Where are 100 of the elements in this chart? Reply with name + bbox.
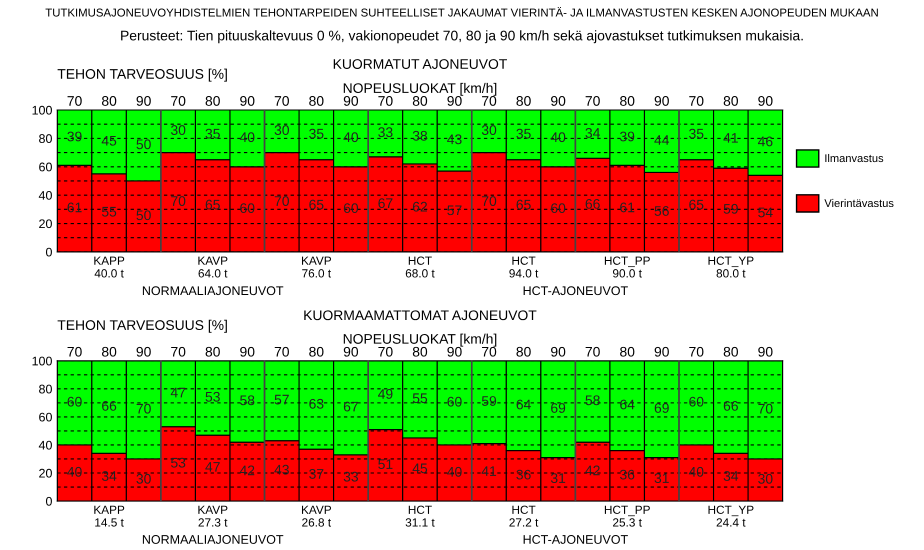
x-tick-label: 90 xyxy=(136,346,151,357)
data-label: 53 xyxy=(171,458,186,468)
x-axis-title: NOPEUSLUOKAT [km/h] xyxy=(344,334,496,347)
x-tick-label: 80 xyxy=(412,346,428,357)
data-label: 33 xyxy=(378,127,393,138)
x-tick-label: 80 xyxy=(516,346,531,357)
data-label: 30 xyxy=(274,125,289,136)
x-tick-label: 70 xyxy=(68,96,82,106)
data-label: 47 xyxy=(205,462,220,472)
data-label: 61 xyxy=(68,202,82,212)
text: KAVP 27.3 t xyxy=(198,506,228,527)
x-tick-label: 80 xyxy=(412,96,428,106)
text: KAVP 64.0 t xyxy=(198,256,228,278)
data-label: 70 xyxy=(758,404,773,414)
x-tick-label: 70 xyxy=(689,346,704,357)
y-tick-label: 20 xyxy=(39,468,52,478)
data-label: 45 xyxy=(102,136,116,146)
data-label: 38 xyxy=(412,130,428,141)
data-label: 41 xyxy=(723,133,738,143)
data-label: 42 xyxy=(240,465,254,476)
x-tick-label: 90 xyxy=(344,346,358,357)
x-tick-label: 70 xyxy=(482,96,496,106)
x-tick-label: 70 xyxy=(586,346,600,357)
data-label: 43 xyxy=(274,464,289,475)
x-tick-label: 90 xyxy=(447,346,462,357)
data-label: 66 xyxy=(724,400,738,411)
data-label: 60 xyxy=(551,203,566,214)
data-label: 54 xyxy=(758,208,773,218)
x-tick-label: 90 xyxy=(758,96,773,106)
x-tick-label: 90 xyxy=(240,346,254,357)
x-tick-label: 70 xyxy=(378,96,393,106)
data-label: 41 xyxy=(482,466,496,476)
chart-title: TUTKIMUSAJONEUVOYHDISTELMIEN TEHONTARPEIDEN SUHTEELLISET JAKAUMAT VIERINTÄ- JA ILMANVASTUSTEN KESKEN AJONOPEUDEN MUKAAN xyxy=(46,6,878,17)
x-tick-label: 80 xyxy=(724,96,738,106)
text: NORMAALIAJONEUVOT xyxy=(142,286,284,296)
data-label: 35 xyxy=(516,128,531,139)
data-label: 70 xyxy=(274,196,289,206)
x-tick-label: 80 xyxy=(102,346,116,357)
y-axis-title: TEHON TARVEOSUUS [%] xyxy=(58,68,227,82)
data-label: 50 xyxy=(136,210,151,220)
data-label: 30 xyxy=(136,474,151,484)
x-tick-label: 80 xyxy=(206,96,220,106)
text: HCT_PP 25.3 t xyxy=(604,506,650,527)
data-label: 40 xyxy=(240,132,254,142)
data-label: 51 xyxy=(378,459,392,470)
text: HCT_YP 24.4 t xyxy=(708,506,754,527)
x-tick-label: 70 xyxy=(586,96,600,106)
data-label: 70 xyxy=(136,404,151,414)
x-tick-label: 80 xyxy=(309,346,324,357)
data-label: 44 xyxy=(654,135,670,145)
data-label: 40 xyxy=(67,466,82,477)
y-tick-label: 80 xyxy=(39,134,52,144)
data-label: 42 xyxy=(585,465,600,476)
y-tick-label: 60 xyxy=(39,412,52,422)
text: HCT 68.0 t xyxy=(406,256,435,278)
y-tick-label: 60 xyxy=(39,162,52,172)
x-tick-label: 90 xyxy=(551,96,566,106)
data-label: 60 xyxy=(240,203,254,214)
y-tick-label: 80 xyxy=(39,384,52,394)
data-label: 60 xyxy=(447,396,462,407)
x-tick-label: 90 xyxy=(758,346,773,357)
data-label: 56 xyxy=(654,206,669,216)
data-label: 40 xyxy=(550,132,566,142)
y-tick-label: 100 xyxy=(32,356,52,366)
data-label: 47 xyxy=(170,388,186,398)
data-label: 35 xyxy=(689,128,704,139)
x-tick-label: 90 xyxy=(447,96,462,106)
data-label: 64 xyxy=(620,400,635,410)
data-label: 39 xyxy=(67,132,82,142)
x-tick-label: 80 xyxy=(309,96,324,106)
data-label: 33 xyxy=(344,472,358,482)
data-label: 61 xyxy=(620,202,634,212)
y-tick-label: 100 xyxy=(32,106,52,115)
data-label: 58 xyxy=(585,395,600,406)
data-label: 30 xyxy=(170,125,186,136)
legend-label: Vierintävastus xyxy=(824,198,894,208)
data-label: 35 xyxy=(206,128,220,139)
text: HCT 31.1 t xyxy=(406,506,435,527)
text: HCT_YP 80.0 t xyxy=(708,256,754,278)
data-label: 58 xyxy=(240,395,254,406)
data-label: 66 xyxy=(102,400,116,411)
data-label: 30 xyxy=(758,474,773,484)
x-tick-label: 80 xyxy=(102,96,116,106)
x-tick-label: 80 xyxy=(516,96,531,106)
x-tick-label: 70 xyxy=(171,96,186,106)
text: KAPP 40.0 t xyxy=(94,256,124,278)
data-label: 57 xyxy=(274,394,289,404)
x-tick-label: 70 xyxy=(482,346,496,357)
data-label: 43 xyxy=(447,134,462,144)
text: KAVP 26.8 t xyxy=(302,506,332,527)
text: HCT_PP 90.0 t xyxy=(604,256,650,278)
x-tick-label: 70 xyxy=(68,346,82,357)
data-label: 63 xyxy=(309,398,324,409)
y-tick-label: 0 xyxy=(46,496,52,506)
data-label: 36 xyxy=(516,470,531,480)
data-label: 53 xyxy=(206,392,220,402)
x-tick-label: 90 xyxy=(136,96,151,106)
x-tick-label: 80 xyxy=(724,346,738,357)
text: HCT 94.0 t xyxy=(509,256,538,278)
data-label: 69 xyxy=(654,403,669,413)
